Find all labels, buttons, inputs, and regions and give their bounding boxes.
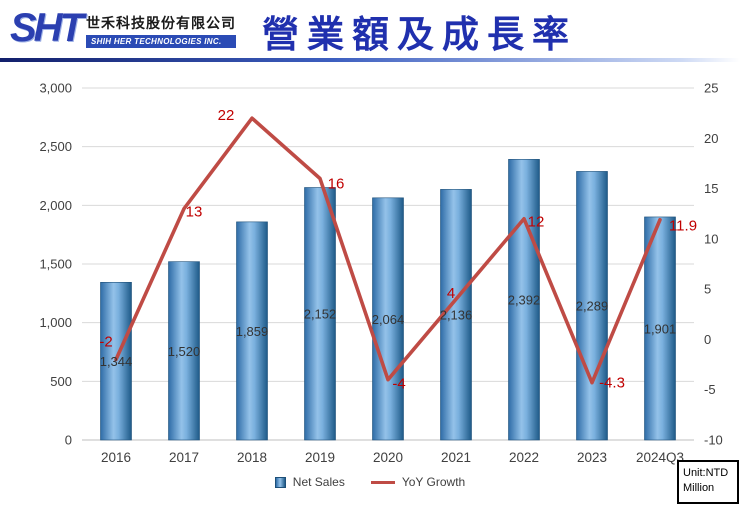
x-axis-category-label: 2017: [169, 450, 199, 465]
left-axis-tick-label: 500: [50, 374, 72, 389]
net-sales-bar: [508, 159, 540, 441]
left-axis-tick-label: 3,000: [39, 81, 72, 96]
net-sales-value-label: 2,392: [508, 293, 541, 308]
company-name-english: SHIH HER TECHNOLOGIES INC.: [86, 35, 236, 48]
logo-text: SHT: [10, 6, 84, 50]
yoy-growth-value-label: 13: [186, 204, 203, 221]
yoy-growth-value-label: -4.3: [599, 375, 625, 392]
left-axis-tick-label: 1,500: [39, 257, 72, 272]
right-axis-tick-label: -10: [704, 433, 723, 448]
yoy-growth-value-label: 12: [528, 214, 545, 231]
net-sales-legend-label: Net Sales: [292, 475, 345, 489]
left-axis-tick-label: 2,000: [39, 198, 72, 213]
page-title: 營業額及成長率: [262, 14, 577, 55]
company-name-chinese: 世禾科技股份有限公司: [86, 15, 236, 31]
net-sales-value-label: 2,136: [440, 308, 473, 323]
x-axis-category-label: 2024Q3: [636, 450, 684, 465]
yoy-growth-legend-item: YoY Growth: [370, 475, 466, 489]
company-logo: SHT 世禾科技股份有限公司 SHIH HER TECHNOLOGIES INC…: [10, 4, 236, 52]
net-sales-value-label: 1,520: [168, 344, 201, 359]
right-axis-tick-label: 15: [704, 181, 718, 196]
left-axis-tick-label: 1,000: [39, 315, 72, 330]
left-axis-tick-label: 0: [65, 433, 72, 448]
x-axis-category-label: 2018: [237, 450, 267, 465]
x-axis-category-label: 2022: [509, 450, 539, 465]
chart-legend: Net Sales YoY Growth: [0, 475, 740, 489]
net-sales-value-label: 1,344: [100, 354, 133, 369]
yoy-growth-value-label: 16: [328, 176, 345, 193]
right-axis-tick-label: -5: [704, 382, 716, 397]
right-axis-tick-label: 0: [704, 332, 711, 347]
right-axis-tick-label: 5: [704, 282, 711, 297]
net-sales-legend-item: Net Sales: [274, 475, 345, 489]
net-sales-bar: [644, 216, 676, 441]
right-axis-tick-label: 10: [704, 231, 718, 246]
net-sales-bar: [440, 189, 472, 441]
yoy-growth-legend-swatch: [370, 480, 395, 484]
net-sales-bar: [168, 261, 200, 441]
net-sales-legend-swatch: [274, 476, 286, 488]
yoy-growth-value-label: -2: [99, 334, 112, 351]
net-sales-value-label: 2,289: [576, 299, 609, 314]
x-axis-category-label: 2019: [305, 450, 335, 465]
yoy-growth-legend-label: YoY Growth: [401, 475, 466, 489]
header-divider: [0, 58, 740, 62]
right-axis-tick-label: 20: [704, 131, 718, 146]
yoy-growth-value-label: 4: [447, 285, 455, 302]
header: SHT 世禾科技股份有限公司 SHIH HER TECHNOLOGIES INC…: [0, 0, 740, 60]
x-axis-category-label: 2023: [577, 450, 607, 465]
net-sales-bar: [304, 187, 336, 441]
yoy-growth-value-label: 11.9: [669, 218, 697, 235]
unit-note-line1: Unit:NTD: [683, 467, 729, 479]
yoy-growth-value-label: 22: [218, 107, 235, 124]
net-sales-value-label: 1,901: [644, 321, 677, 336]
x-axis-category-label: 2020: [373, 450, 403, 465]
net-sales-value-label: 2,152: [304, 307, 337, 322]
yoy-growth-line: [114, 116, 662, 385]
revenue-growth-chart: 0 500 1,000 1,500 2,000 2,500 3,000 -10 -5 0 5 10 15…: [39, 81, 723, 466]
x-axis-category-label: 2016: [101, 450, 131, 465]
company-name-block: 世禾科技股份有限公司 SHIH HER TECHNOLOGIES INC.: [86, 13, 236, 48]
right-axis-tick-label: 25: [704, 81, 718, 96]
net-sales-value-label: 1,859: [236, 324, 269, 339]
x-axis-category-label: 2021: [441, 450, 471, 465]
yoy-growth-value-label: -4: [392, 376, 405, 393]
unit-note: Unit:NTD Million: [677, 460, 739, 504]
net-sales-value-label: 2,064: [372, 312, 405, 327]
net-sales-bar: [372, 197, 404, 441]
net-sales-bar: [576, 171, 608, 441]
net-sales-bar: [236, 221, 268, 441]
left-axis-tick-label: 2,500: [39, 139, 72, 154]
unit-note-line2: Million: [683, 481, 715, 494]
